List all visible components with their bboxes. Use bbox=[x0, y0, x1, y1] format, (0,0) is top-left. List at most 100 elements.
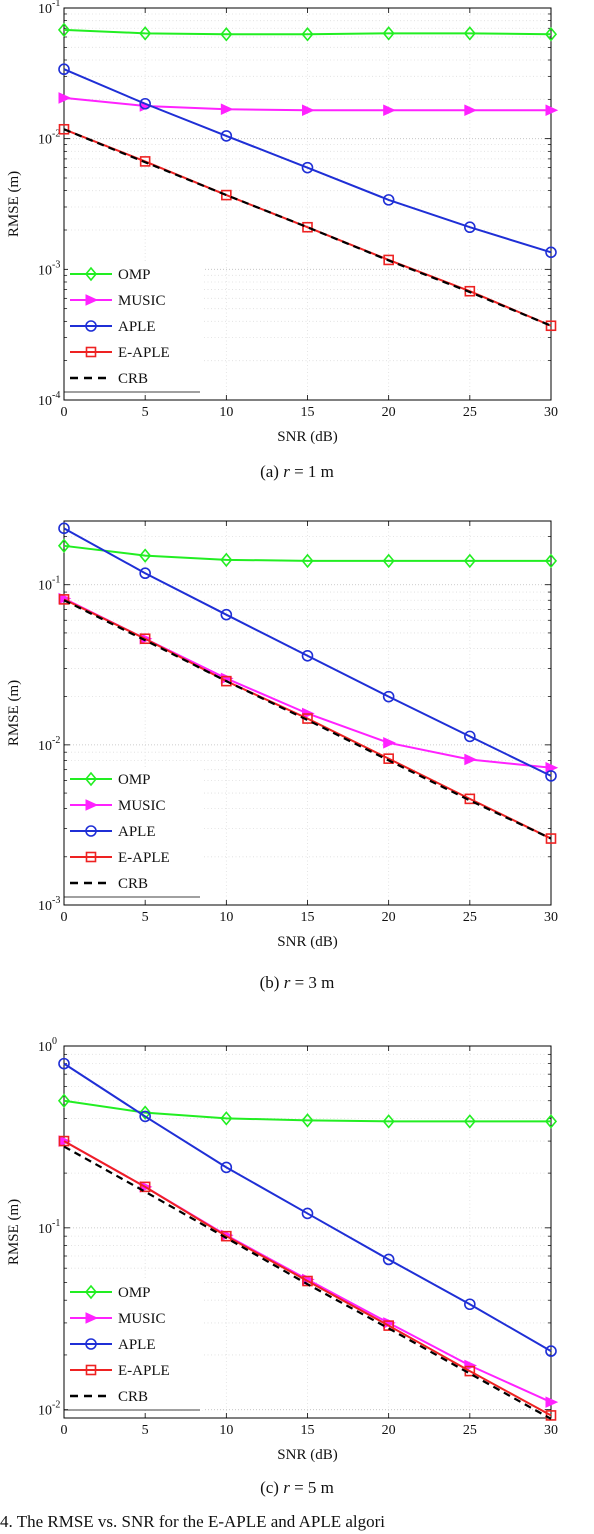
x-tick-label: 5 bbox=[142, 910, 149, 925]
x-axis-label: SNR (dB) bbox=[277, 429, 337, 445]
series-line bbox=[63, 599, 552, 840]
series-e-aple bbox=[58, 1135, 557, 1421]
data-point bbox=[58, 123, 70, 135]
legend-marker bbox=[85, 1338, 97, 1350]
y-tick-label: 10-2 bbox=[38, 735, 60, 754]
legend-label: CRB bbox=[118, 1389, 148, 1405]
data-point bbox=[220, 130, 233, 142]
data-point bbox=[139, 1110, 151, 1123]
legend-marker bbox=[85, 1364, 97, 1376]
data-point bbox=[220, 103, 234, 116]
y-tick-label: 100 bbox=[38, 1036, 57, 1055]
legend-label: E-APLE bbox=[118, 345, 170, 361]
data-point bbox=[464, 104, 478, 117]
data-point bbox=[139, 26, 152, 41]
caption-a-label: (a) bbox=[260, 462, 279, 481]
data-point bbox=[464, 221, 476, 234]
caption-c: (c) r = 5 m bbox=[0, 1478, 594, 1498]
series-crb bbox=[63, 599, 552, 840]
data-point bbox=[464, 730, 476, 743]
data-point bbox=[545, 1396, 559, 1408]
x-tick-label: 0 bbox=[61, 405, 68, 420]
series-music bbox=[58, 592, 559, 774]
caption-a: (a) r = 1 m bbox=[0, 462, 594, 482]
legend-label: E-APLE bbox=[118, 1363, 170, 1379]
data-point bbox=[220, 26, 233, 42]
x-tick-label: 30 bbox=[544, 405, 558, 420]
chart-c-plot: 0 5 10 15 20 25 30 10-2 10-1 100 SNR (dB) RMSE (m) O… bbox=[6, 1036, 559, 1463]
data-point bbox=[544, 553, 558, 569]
data-point bbox=[545, 1345, 557, 1357]
series-line bbox=[63, 1140, 552, 1417]
data-point bbox=[302, 104, 315, 117]
x-axis-label: SNR (dB) bbox=[277, 1447, 337, 1463]
x-tick-label: 0 bbox=[61, 1423, 68, 1438]
legend-marker bbox=[85, 851, 97, 863]
series-aple bbox=[58, 522, 557, 782]
y-tick-label: 10-3 bbox=[38, 259, 60, 278]
legend-label: MUSIC bbox=[118, 798, 166, 814]
data-point bbox=[57, 22, 71, 38]
data-point bbox=[302, 1275, 313, 1287]
data-point bbox=[220, 1111, 233, 1126]
data-point bbox=[382, 553, 395, 569]
legend-label: CRB bbox=[118, 876, 148, 892]
legend-label: OMP bbox=[118, 1285, 151, 1301]
chart-a-plot: 0 5 10 15 20 25 30 10-4 10-3 10-2 10-1 SNR (dB) RMSE… bbox=[6, 0, 559, 445]
caption-b-rest: = 3 m bbox=[290, 973, 335, 992]
x-tick-label: 10 bbox=[219, 910, 233, 925]
legend-marker bbox=[84, 771, 98, 787]
series-crb bbox=[63, 128, 552, 327]
series-line bbox=[63, 598, 552, 840]
data-point bbox=[139, 97, 151, 110]
data-point bbox=[464, 753, 478, 766]
y-axis-label: RMSE (m) bbox=[6, 171, 22, 237]
data-point bbox=[545, 833, 557, 844]
x-tick-label: 5 bbox=[142, 405, 149, 420]
y-tick-label: 10-1 bbox=[38, 575, 60, 594]
caption-b-label: (b) bbox=[259, 973, 280, 992]
legend-label: APLE bbox=[118, 824, 156, 840]
x-tick-label: 20 bbox=[382, 405, 396, 420]
x-tick-label: 15 bbox=[301, 405, 315, 420]
series-line bbox=[63, 28, 552, 36]
data-point bbox=[545, 104, 559, 117]
caption-c-label: (c) bbox=[260, 1478, 279, 1497]
series-omp bbox=[57, 538, 558, 569]
data-point bbox=[301, 1207, 314, 1220]
x-tick-label: 10 bbox=[219, 405, 233, 420]
y-axis-label: RMSE (m) bbox=[6, 680, 22, 746]
x-tick-label: 15 bbox=[301, 1423, 315, 1438]
data-point bbox=[382, 690, 395, 703]
data-point bbox=[463, 1114, 476, 1129]
caption-a-var: r bbox=[283, 462, 290, 481]
data-point bbox=[382, 1114, 395, 1129]
data-point bbox=[220, 608, 233, 621]
series-line bbox=[63, 1145, 552, 1420]
data-point bbox=[139, 1181, 151, 1193]
data-point bbox=[301, 1113, 314, 1128]
data-point bbox=[58, 522, 70, 535]
data-point bbox=[544, 26, 558, 42]
data-point bbox=[464, 1359, 478, 1372]
data-point bbox=[383, 753, 394, 764]
series-aple bbox=[58, 63, 557, 259]
data-point bbox=[383, 737, 396, 749]
legend-label: MUSIC bbox=[118, 293, 166, 309]
caption-b-var: r bbox=[283, 973, 291, 992]
x-tick-label: 30 bbox=[544, 910, 558, 925]
legend: OMP MUSIC APLE E-APLE CRB bbox=[64, 767, 204, 898]
data-point bbox=[139, 548, 152, 563]
data-point bbox=[302, 221, 313, 233]
data-point bbox=[383, 254, 394, 266]
y-tick-label: 10-4 bbox=[38, 390, 60, 409]
legend: OMP MUSIC APLE E-APLE CRB bbox=[64, 262, 204, 393]
x-tick-label: 25 bbox=[463, 405, 477, 420]
caption-a-rest: = 1 m bbox=[289, 462, 334, 481]
series-line bbox=[63, 527, 552, 777]
series-line bbox=[63, 68, 552, 254]
chart-b-plot: 0 5 10 15 20 25 30 10-3 10-2 10-1 SNR (dB) RMSE (m)… bbox=[6, 520, 559, 950]
data-point bbox=[382, 1253, 395, 1266]
data-point bbox=[58, 63, 70, 76]
legend-label: APLE bbox=[118, 1337, 156, 1353]
